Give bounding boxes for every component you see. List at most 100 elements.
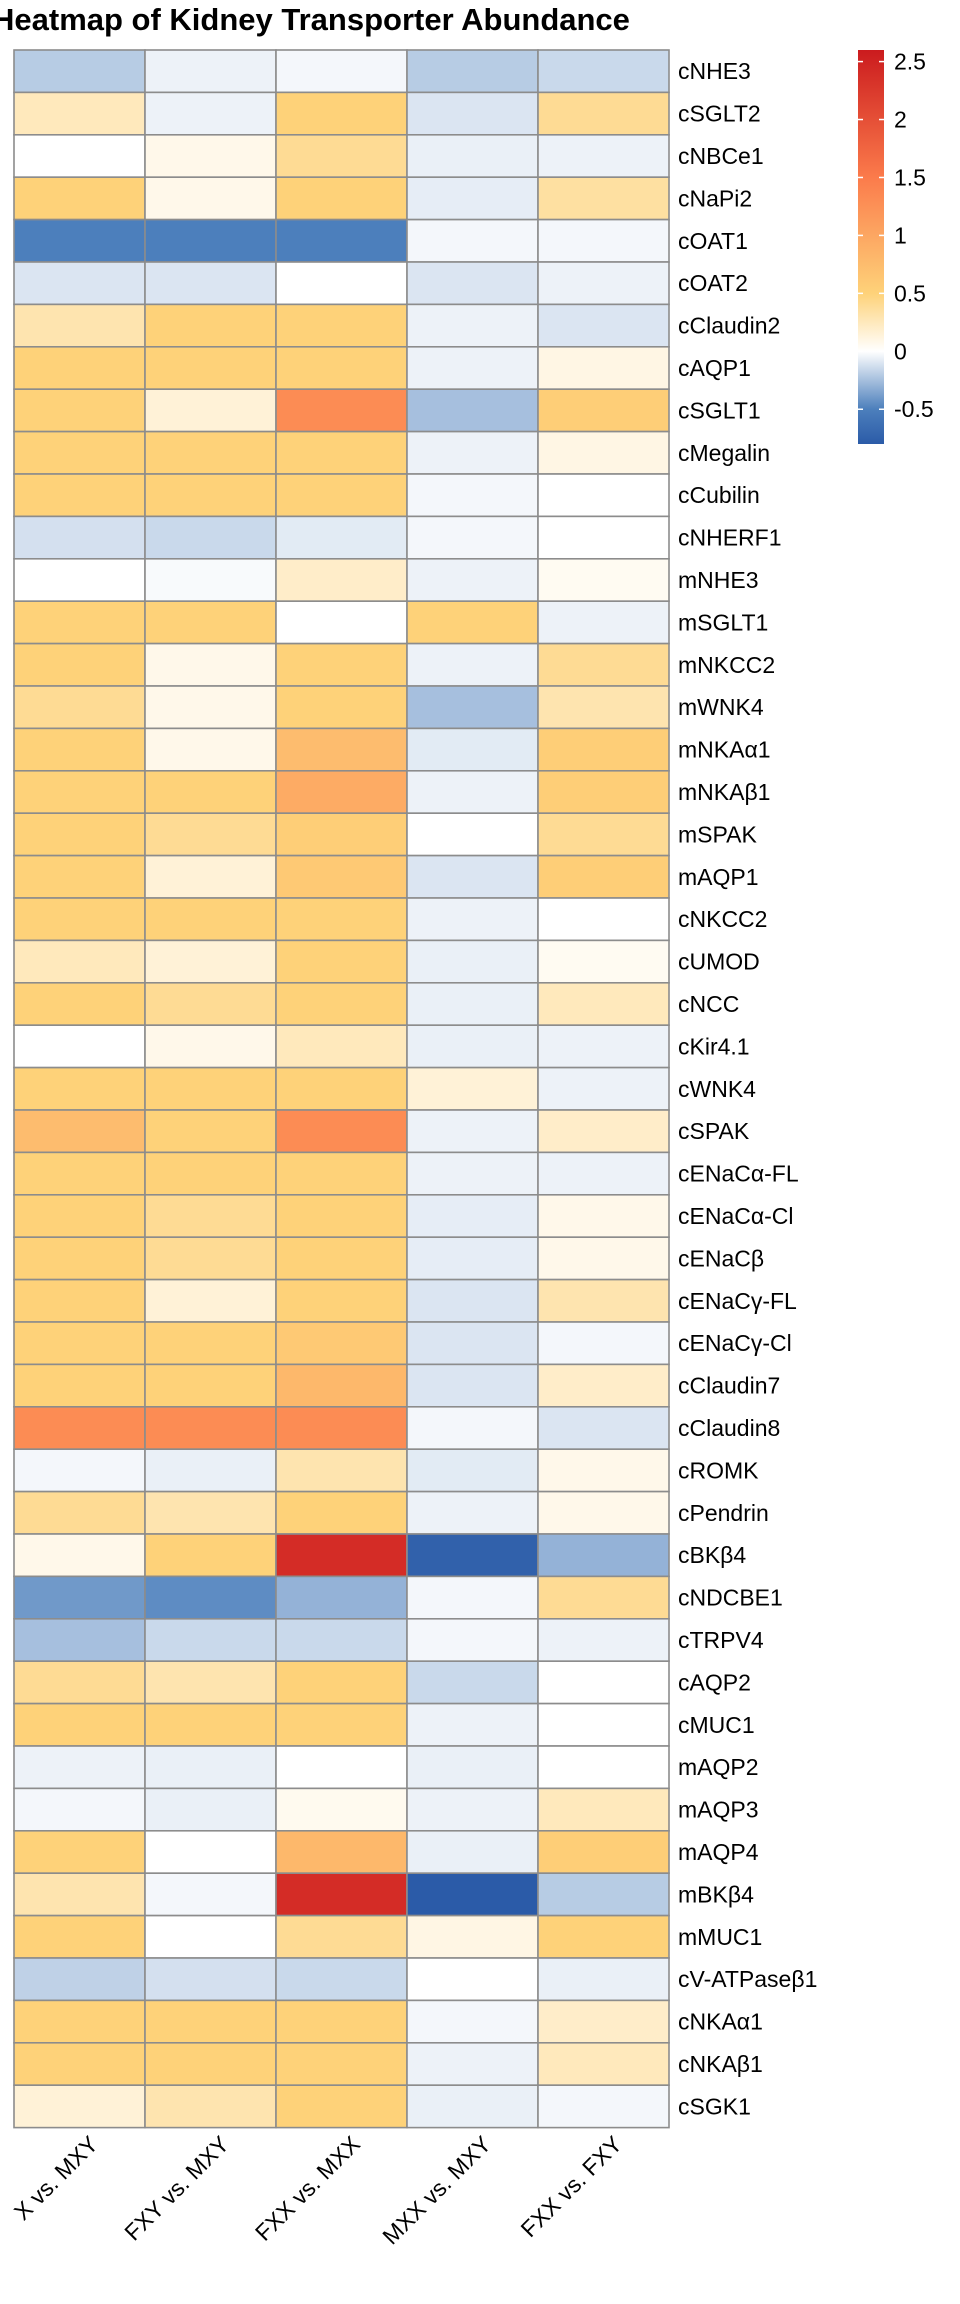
heatmap-cell — [537, 134, 670, 179]
heatmap-cell — [144, 515, 277, 560]
heatmap-cell — [275, 1575, 408, 1620]
row-label: cTRPV4 — [678, 1627, 764, 1653]
heatmap-cell — [13, 303, 146, 348]
heatmap-cell — [406, 1533, 539, 1578]
heatmap-cell — [275, 91, 408, 136]
heatmap-cell — [537, 1999, 670, 2044]
heatmap-cell — [537, 1533, 670, 1578]
heatmap-cell — [144, 1575, 277, 1620]
heatmap-cell — [275, 897, 408, 942]
row-label: cClaudin7 — [678, 1373, 780, 1399]
heatmap-cell — [275, 1872, 408, 1917]
heatmap-cell — [406, 91, 539, 136]
heatmap-cell — [537, 1109, 670, 1154]
heatmap-cell — [13, 557, 146, 602]
heatmap-cell — [13, 261, 146, 306]
heatmap-cell — [13, 473, 146, 518]
heatmap-cell — [144, 1702, 277, 1747]
legend-tick-label: 0 — [894, 338, 907, 364]
heatmap-cell — [537, 600, 670, 645]
row-label: mAQP4 — [678, 1839, 759, 1865]
heatmap-cell — [275, 1363, 408, 1408]
heatmap-cell — [144, 176, 277, 221]
heatmap-cell — [537, 1660, 670, 1705]
heatmap-cell — [537, 1448, 670, 1493]
legend-tick-label: -0.5 — [894, 396, 934, 422]
heatmap-cells — [13, 49, 670, 2129]
row-label: cNKAβ1 — [678, 2051, 763, 2077]
heatmap-cell — [406, 303, 539, 348]
heatmap-cell — [406, 2084, 539, 2129]
row-label: cKir4.1 — [678, 1033, 750, 1059]
heatmap-cell — [275, 769, 408, 814]
heatmap-cell — [13, 1406, 146, 1451]
heatmap-cell — [144, 1236, 277, 1281]
heatmap-cell — [144, 939, 277, 984]
column-label: FXX vs. FXY — [516, 2131, 627, 2242]
heatmap-cell — [13, 49, 146, 94]
heatmap-cell — [537, 1957, 670, 2002]
heatmap-cell — [144, 1957, 277, 2002]
heatmap-cell — [406, 2042, 539, 2087]
heatmap-cell — [406, 1236, 539, 1281]
heatmap-cell — [144, 2042, 277, 2087]
heatmap-cell — [13, 515, 146, 560]
heatmap-cell — [13, 345, 146, 390]
heatmap-cell — [275, 49, 408, 94]
heatmap-cell — [275, 303, 408, 348]
row-label: mNKAβ1 — [678, 779, 770, 805]
heatmap-cell — [13, 1194, 146, 1239]
heatmap-cell — [537, 261, 670, 306]
row-label: cSGK1 — [678, 2093, 751, 2119]
row-label: cROMK — [678, 1457, 759, 1483]
heatmap-cell — [537, 303, 670, 348]
heatmap-cell — [406, 812, 539, 857]
heatmap-cell — [406, 1830, 539, 1875]
heatmap-cell — [144, 134, 277, 179]
heatmap-cell — [13, 769, 146, 814]
heatmap-cell — [406, 1109, 539, 1154]
row-label: cNDCBE1 — [678, 1585, 783, 1611]
heatmap-cell — [144, 1660, 277, 1705]
row-label: mNKCC2 — [678, 652, 775, 678]
row-label: mNKAα1 — [678, 737, 771, 763]
heatmap-cell — [275, 261, 408, 306]
heatmap-cell — [406, 134, 539, 179]
heatmap-cell — [537, 897, 670, 942]
heatmap-cell — [275, 1109, 408, 1154]
heatmap-cell — [406, 1787, 539, 1832]
heatmap-cell — [144, 642, 277, 687]
heatmap-cell — [406, 1575, 539, 1620]
heatmap-cell — [537, 685, 670, 730]
heatmap-cell — [275, 1999, 408, 2044]
heatmap-cell — [406, 897, 539, 942]
row-label: mNHE3 — [678, 567, 759, 593]
heatmap-cell — [144, 1745, 277, 1790]
heatmap-cell — [13, 134, 146, 179]
heatmap-cell — [275, 1490, 408, 1535]
column-label: X vs. MXY — [9, 2131, 103, 2225]
heatmap-cell — [406, 769, 539, 814]
row-label: cAQP2 — [678, 1669, 751, 1695]
heatmap-cell — [144, 1109, 277, 1154]
heatmap-cell — [144, 600, 277, 645]
row-label: cOAT1 — [678, 228, 748, 254]
heatmap-cell — [13, 2042, 146, 2087]
heatmap-cell — [537, 769, 670, 814]
heatmap-cell — [537, 1066, 670, 1111]
heatmap-cell — [275, 1957, 408, 2002]
heatmap-cell — [406, 1999, 539, 2044]
heatmap-cell — [537, 1702, 670, 1747]
row-label: cNKCC2 — [678, 906, 767, 932]
heatmap-cell — [144, 49, 277, 94]
heatmap-cell — [144, 1278, 277, 1323]
heatmap-cell — [13, 1363, 146, 1408]
row-label: cENaCα-Cl — [678, 1203, 794, 1229]
legend-tick-label: 0.5 — [894, 280, 926, 306]
heatmap-cell — [537, 1830, 670, 1875]
heatmap-cell — [275, 557, 408, 602]
heatmap-cell — [537, 1618, 670, 1663]
heatmap-cell — [13, 1066, 146, 1111]
heatmap-cell — [406, 1618, 539, 1663]
